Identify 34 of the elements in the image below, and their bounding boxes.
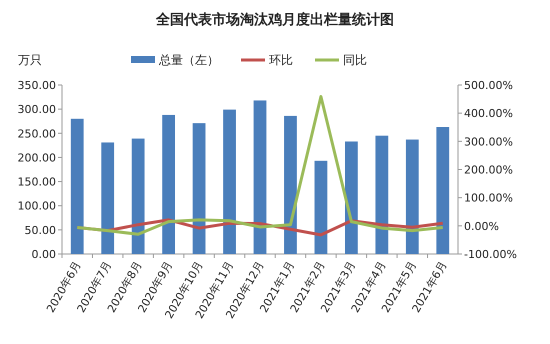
y2-tick-label: 200.00% <box>464 164 513 176</box>
chart-title: 全国代表市场淘汰鸡月度出栏量统计图 <box>155 11 394 28</box>
y-tick-label: 300.00 <box>18 103 56 116</box>
bar <box>436 127 450 254</box>
y2-tick-label: 100.00% <box>464 192 513 205</box>
bar <box>101 142 114 254</box>
line-series <box>76 95 444 236</box>
bar <box>344 141 358 254</box>
y-tick-label: 100.00 <box>18 200 56 213</box>
y-tick-label: 50.00 <box>24 224 56 237</box>
y2-tick-label: 400.00% <box>464 107 513 120</box>
bar <box>406 140 419 254</box>
y2-tick-label: 500.00% <box>464 79 513 92</box>
bar <box>223 110 236 254</box>
bar <box>375 136 388 254</box>
bar <box>254 100 266 254</box>
y-tick-label: 200.00 <box>18 151 56 164</box>
y-axis-title: 万只 <box>18 53 42 67</box>
bar <box>162 114 176 254</box>
y-tick-label: 250.00 <box>18 127 56 140</box>
y-tick-label: 150.00 <box>18 176 56 189</box>
bar <box>314 160 328 254</box>
bar <box>132 138 145 254</box>
bar <box>70 118 84 254</box>
y2-tick-label: 300.00% <box>464 135 513 148</box>
y2-tick-label: -100.00% <box>464 248 517 261</box>
legend-label: 环比 <box>269 53 293 67</box>
legend-label: 同比 <box>343 53 367 67</box>
y-tick-label: 350.00 <box>18 79 56 92</box>
y-tick-label: 0.00 <box>32 248 56 261</box>
bar <box>284 116 297 254</box>
y2-tick-label: 0.00% <box>464 220 499 233</box>
bar <box>192 123 206 254</box>
legend-label: 总量（左） <box>158 53 219 67</box>
